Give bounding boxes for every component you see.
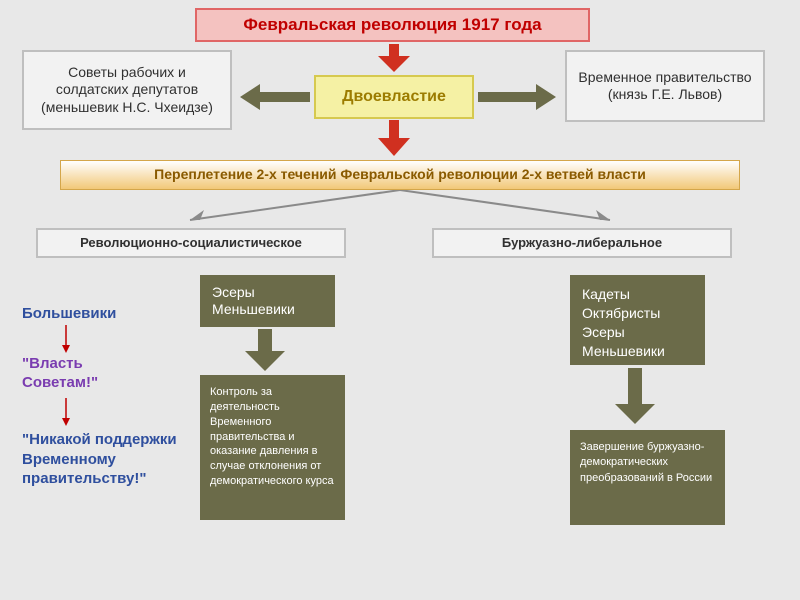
rev-soc-box: Революционно-социалистическое (36, 228, 346, 258)
title-text: Февральская революция 1917 года (243, 14, 541, 35)
burg-lib-box: Буржуазно-либеральное (432, 228, 732, 258)
control-text: Контроль за деятельность Временного прав… (210, 385, 335, 489)
bolsheviki-text: Большевики (22, 305, 116, 322)
burg-lib-text: Буржуазно-либеральное (502, 235, 662, 251)
arrow-kadety-down (615, 368, 655, 426)
arrow-esery-down (245, 329, 285, 373)
arrow-center-down (378, 120, 410, 158)
arrow-title-down (378, 44, 410, 74)
title-box: Февральская революция 1917 года (195, 8, 590, 42)
kadety-text: Кадеты Октябристы Эсеры Меньшевики (582, 285, 693, 361)
zavershenie-text: Завершение буржуазно-демократических пре… (580, 440, 715, 486)
center-box: Двоевластие (314, 75, 474, 119)
slogan1-text: "Власть Советам!" (22, 355, 98, 391)
thin-arrow-1 (60, 325, 72, 355)
kadety-box: Кадеты Октябристы Эсеры Меньшевики (570, 275, 705, 365)
soviets-box: Советы рабочих и солдатских депутатов (м… (22, 50, 232, 130)
bolsheviki-label: Большевики (22, 305, 116, 322)
thin-arrow-2 (60, 398, 72, 428)
interlace-box: Переплетение 2-х течений Февральской рев… (60, 160, 740, 190)
soviets-text: Советы рабочих и солдатских депутатов (м… (34, 64, 220, 117)
slogan2-text: "Никакой поддержки Временному правительс… (22, 431, 177, 487)
arrow-split (150, 190, 650, 228)
slogan2-label: "Никакой поддержки Временному правительс… (22, 430, 177, 489)
esery-box: Эсеры Меньшевики (200, 275, 335, 327)
provisional-text: Временное правительство (князь Г.Е. Льво… (577, 69, 753, 104)
interlace-text: Переплетение 2-х течений Февральской рев… (154, 166, 646, 184)
control-box: Контроль за деятельность Временного прав… (200, 375, 345, 520)
arrow-left (238, 82, 310, 112)
esery-text: Эсеры Меньшевики (212, 284, 325, 319)
provisional-box: Временное правительство (князь Г.Е. Льво… (565, 50, 765, 122)
rev-soc-text: Революционно-социалистическое (80, 235, 302, 251)
slogan1-label: "Власть Советам!" (22, 355, 122, 393)
center-text: Двоевластие (342, 87, 446, 107)
arrow-right (478, 82, 560, 112)
zavershenie-box: Завершение буржуазно-демократических пре… (570, 430, 725, 525)
